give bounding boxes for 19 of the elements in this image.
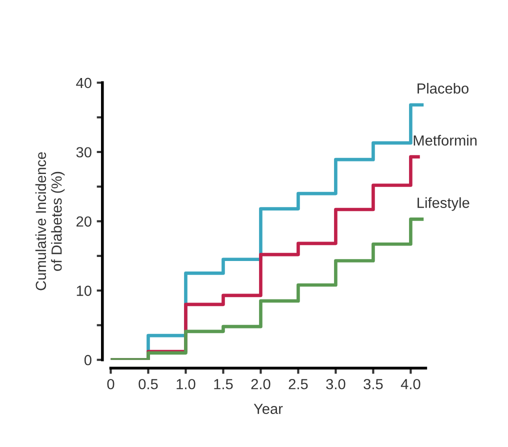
series-label: Lifestyle [418,197,470,211]
x-tick-label: 0.5 [138,378,158,390]
x-tick-label: 1.0 [176,378,196,390]
y-axis-title: Cumulative Incidence of Diabetes (%) [35,152,65,290]
y-tick-label: 40 [76,78,92,88]
x-tick-label: 0 [107,378,114,390]
series-label: Metformin [414,134,477,146]
y-tick-label: 10 [76,286,92,296]
x-axis-title: Year [254,404,283,414]
series-label: Placebo [418,82,468,94]
y-tick-label: 0 [84,354,92,366]
y-tick-label: 20 [76,216,92,227]
x-tick-label: 1.5 [214,379,233,390]
y-tick-label: 30 [76,147,92,158]
x-tick-label: 3.0 [326,378,346,390]
x-tick-label: 3.5 [364,378,383,390]
x-tick-label: 2.5 [288,378,308,390]
x-tick-label: 2.0 [251,378,270,390]
x-tick-label: 4.0 [400,378,420,390]
